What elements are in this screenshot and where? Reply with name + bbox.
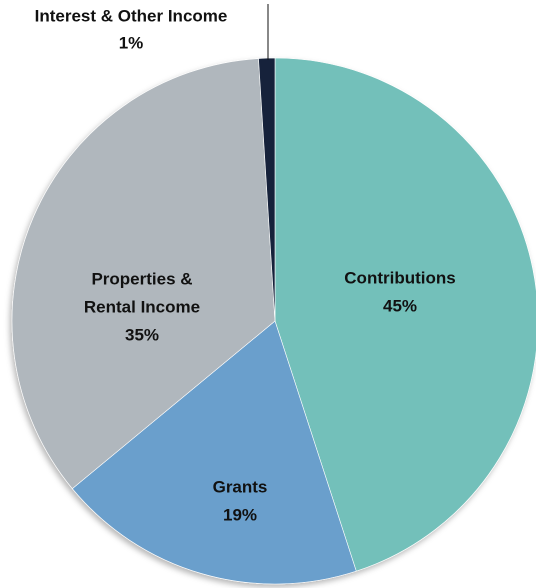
percent-label-contributions: 45% <box>383 296 417 315</box>
pie-slice-interest-other-income <box>258 57 276 322</box>
slice-label-properties-rental-income: Rental Income <box>84 297 200 316</box>
pie-slice-properties-rental-income <box>11 58 276 490</box>
pie-labels: Contributions 45% Grants 19% Properties & Ren… <box>35 4 456 524</box>
slice-label-grants: Grants <box>213 477 268 496</box>
percent-label-interest-other-income: 1% <box>119 33 144 52</box>
pie-slice-grants <box>71 320 357 585</box>
slice-label-interest-other-income: Interest & Other Income <box>35 6 228 25</box>
pie-slices <box>11 57 536 585</box>
percent-label-properties-rental-income: 35% <box>125 325 159 344</box>
slice-label-contributions: Contributions <box>344 268 455 287</box>
percent-label-grants: 19% <box>223 505 257 524</box>
slice-label-properties-rental-income: Properties & <box>91 269 192 288</box>
pie-slice-contributions <box>274 57 536 572</box>
